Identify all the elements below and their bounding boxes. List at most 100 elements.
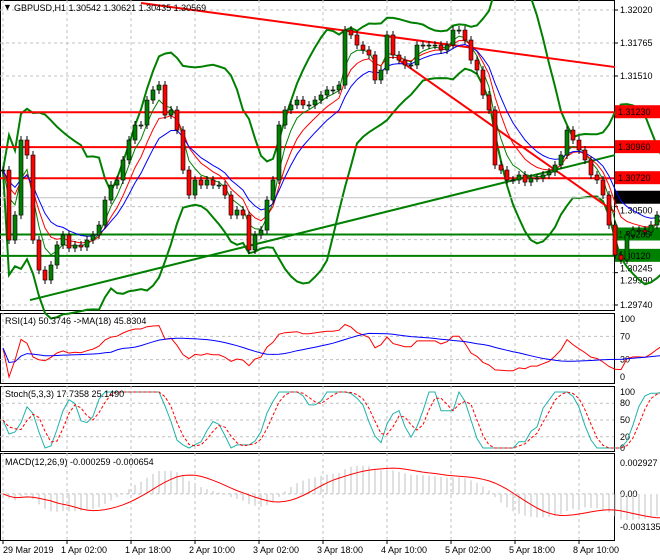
candle: [504, 169, 510, 181]
candle: [390, 34, 396, 56]
candle: [498, 164, 504, 171]
candle: [216, 184, 222, 187]
candle: [558, 154, 564, 166]
candle: [528, 177, 534, 183]
stoch-tick-label: 20: [620, 432, 630, 442]
candle: [144, 99, 150, 126]
x-tick-label: 5 Apr 18:00: [509, 545, 555, 555]
candle: [48, 264, 54, 281]
candle: [228, 194, 234, 216]
stoch-tick-label: 100: [620, 387, 635, 397]
x-tick-label: 1 Apr 02:00: [61, 545, 107, 555]
candle: [624, 234, 630, 261]
candle: [126, 139, 132, 161]
candle: [402, 59, 408, 66]
candle: [204, 179, 210, 186]
candle: [552, 164, 558, 173]
candle: [150, 89, 156, 101]
candle: [330, 89, 336, 92]
candle: [540, 174, 546, 179]
price-tag-label: 1.30120: [618, 251, 651, 261]
candle: [270, 179, 276, 201]
trendline: [398, 59, 616, 213]
candle: [90, 234, 96, 241]
y-tick-label: 1.29740: [620, 300, 653, 310]
candle: [72, 244, 78, 249]
x-tick-label: 1 Apr 18:00: [125, 545, 171, 555]
candle: [222, 184, 228, 196]
candle: [654, 214, 660, 226]
macd-tick-label: 0.00: [620, 489, 638, 499]
candle: [84, 239, 90, 248]
candle: [360, 44, 366, 51]
candle: [162, 84, 168, 116]
candle: [36, 239, 42, 271]
panel-frame-1: [0, 313, 615, 384]
candle: [174, 109, 180, 131]
candle: [210, 179, 216, 186]
candle: [510, 179, 516, 182]
candle: [564, 129, 570, 156]
x-tick-label: 8 Apr 10:00: [573, 545, 619, 555]
candle: [582, 149, 588, 161]
candle: [102, 199, 108, 226]
y-tick-label: 1.31510: [620, 71, 653, 81]
candle: [198, 179, 204, 186]
candle: [12, 214, 18, 241]
candle: [306, 104, 312, 107]
rsi-line: [2, 323, 660, 379]
y-tick-label: 1.31765: [620, 38, 653, 48]
candle: [480, 69, 486, 96]
candle: [132, 124, 138, 141]
y-tick-label: 1.30245: [620, 264, 653, 274]
bollinger-lower: [2, 67, 660, 320]
rsi-tick-label: 70: [620, 331, 630, 341]
candle: [450, 29, 456, 46]
candle: [186, 169, 192, 196]
candle: [0, 169, 6, 172]
candle: [486, 94, 492, 111]
price-tag: [615, 171, 660, 185]
macd-tick-label: -0.003135: [620, 522, 660, 532]
x-tick-label: 29 Mar 2019: [3, 545, 54, 555]
candle: [588, 159, 594, 176]
last-price-label: 1.30569: [618, 193, 651, 203]
x-tick-label: 3 Apr 18:00: [317, 545, 363, 555]
macd-title: MACD(12,26,9) -0.000259 -0.000654: [5, 457, 154, 467]
candle: [372, 54, 378, 81]
candle: [258, 229, 264, 236]
candle: [288, 104, 294, 111]
stoch-tick-label: 50: [620, 415, 630, 425]
rsi-tick-label: 100: [620, 314, 635, 324]
candle: [384, 34, 390, 71]
candle: [600, 179, 606, 196]
candle: [246, 214, 252, 251]
ma-fast-line: [2, 35, 660, 256]
candle: [6, 169, 12, 241]
candle: [42, 269, 48, 281]
candle: [18, 139, 24, 216]
candle: [138, 124, 144, 127]
rsi-ma-line: [2, 332, 660, 364]
candle: [408, 64, 414, 67]
candle: [576, 139, 582, 151]
candle: [570, 129, 576, 141]
rsi-title: RSI(14) 50.3746 ->MA(18) 45.8304: [5, 316, 146, 326]
last-price-tag: [615, 190, 660, 204]
candle: [264, 199, 270, 231]
candle: [438, 44, 444, 51]
y-tick-label: 1.30500: [620, 206, 653, 216]
candle: [618, 254, 624, 261]
candle: [636, 229, 642, 232]
candle: [282, 109, 288, 126]
candle: [234, 209, 240, 216]
candle: [420, 44, 426, 47]
y-tick-label: 1.32020: [620, 5, 653, 15]
candle: [66, 234, 72, 249]
candle: [432, 44, 438, 47]
candle: [468, 39, 474, 61]
candle: [444, 44, 450, 51]
macd-tick-label: 0.002927: [620, 458, 658, 468]
candle: [396, 54, 402, 61]
